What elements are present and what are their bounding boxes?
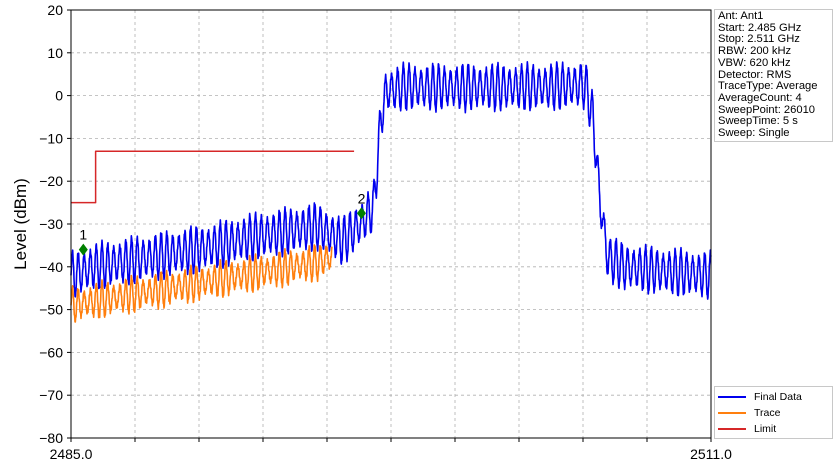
legend-label-limit: Limit — [754, 423, 777, 435]
y-tick-label: −80 — [39, 430, 63, 446]
y-tick-label: −50 — [39, 302, 63, 318]
info-average-count: AverageCount: 4 — [718, 91, 802, 104]
legend-swatch-trace — [718, 412, 746, 414]
marker-2-label: 2 — [358, 190, 366, 206]
legend-swatch-final-data — [718, 396, 746, 398]
info-sweep-mode: Sweep: Single — [718, 127, 790, 140]
series-line-limit — [71, 150, 355, 204]
marker-layer: 12 — [78, 190, 366, 256]
series-layer — [70, 60, 712, 323]
legend-item-trace: Trace — [718, 406, 780, 420]
y-tick-label: 0 — [55, 88, 63, 104]
y-tick-label: 10 — [47, 45, 63, 61]
y-axis-title: Level (dBm) — [11, 178, 30, 270]
legend-swatch-limit — [718, 428, 746, 430]
chart-legend: Final Data Trace Limit — [714, 386, 833, 439]
legend-label-trace: Trace — [754, 407, 781, 419]
info-vbw: VBW: 620 kHz — [718, 56, 791, 69]
y-tick-label: −30 — [39, 216, 63, 232]
y-tick-label: −20 — [39, 173, 63, 189]
x-tick-label-end: 2511.0 — [690, 446, 732, 462]
y-tick-label: −70 — [39, 387, 63, 403]
info-antenna: Ant: Ant1 — [718, 10, 764, 22]
measurement-info-panel: Ant: Ant1 Start: 2.485 GHz Stop: 2.511 G… — [714, 9, 833, 142]
y-tick-label: −60 — [39, 344, 63, 360]
legend-item-limit: Limit — [718, 422, 776, 436]
info-start-frequency: Start: 2.485 GHz — [718, 21, 802, 34]
info-detector: Detector: RMS — [718, 68, 792, 81]
y-tick-label: −10 — [39, 130, 63, 146]
grid-lines — [71, 10, 711, 438]
info-trace-type: TraceType: Average — [718, 80, 818, 93]
marker-2-diamond — [356, 207, 366, 220]
series-line-trace — [70, 244, 333, 323]
y-tick-label: −40 — [39, 259, 63, 275]
y-tick-label: 20 — [47, 2, 63, 18]
info-sweep-time: SweepTime: 5 s — [718, 115, 798, 128]
legend-item-final-data: Final Data — [718, 390, 802, 404]
info-sweep-point: SweepPoint: 26010 — [718, 103, 816, 116]
x-tick-label-start: 2485.0 — [50, 446, 93, 462]
legend-label-final-data: Final Data — [754, 391, 802, 403]
marker-1-label: 1 — [79, 227, 87, 243]
info-rbw: RBW: 200 kHz — [718, 45, 792, 58]
info-stop-frequency: Stop: 2.511 GHz — [718, 33, 800, 46]
marker-1-diamond — [78, 243, 88, 256]
series-line-final-data — [70, 60, 712, 300]
